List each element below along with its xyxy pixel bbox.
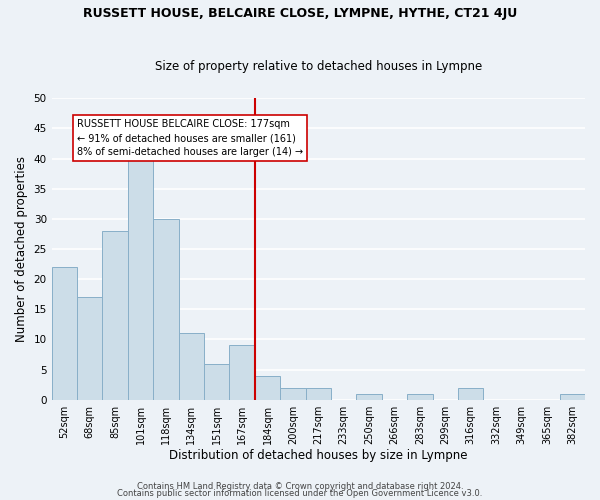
Bar [356,394,382,400]
Bar [179,334,204,400]
Text: Contains HM Land Registry data © Crown copyright and database right 2024.: Contains HM Land Registry data © Crown c… [137,482,463,491]
Bar [458,388,484,400]
X-axis label: Distribution of detached houses by size in Lympne: Distribution of detached houses by size … [169,450,467,462]
Bar [204,364,229,400]
Bar [77,297,103,400]
Bar [128,158,153,400]
Title: Size of property relative to detached houses in Lympne: Size of property relative to detached ho… [155,60,482,74]
Bar [407,394,433,400]
Bar [255,376,280,400]
Bar [560,394,585,400]
Text: RUSSETT HOUSE, BELCAIRE CLOSE, LYMPNE, HYTHE, CT21 4JU: RUSSETT HOUSE, BELCAIRE CLOSE, LYMPNE, H… [83,8,517,20]
Bar [229,346,255,400]
Bar [103,231,128,400]
Bar [305,388,331,400]
Text: Contains public sector information licensed under the Open Government Licence v3: Contains public sector information licen… [118,490,482,498]
Bar [153,219,179,400]
Y-axis label: Number of detached properties: Number of detached properties [15,156,28,342]
Bar [52,267,77,400]
Bar [280,388,305,400]
Text: RUSSETT HOUSE BELCAIRE CLOSE: 177sqm
← 91% of detached houses are smaller (161)
: RUSSETT HOUSE BELCAIRE CLOSE: 177sqm ← 9… [77,120,303,158]
